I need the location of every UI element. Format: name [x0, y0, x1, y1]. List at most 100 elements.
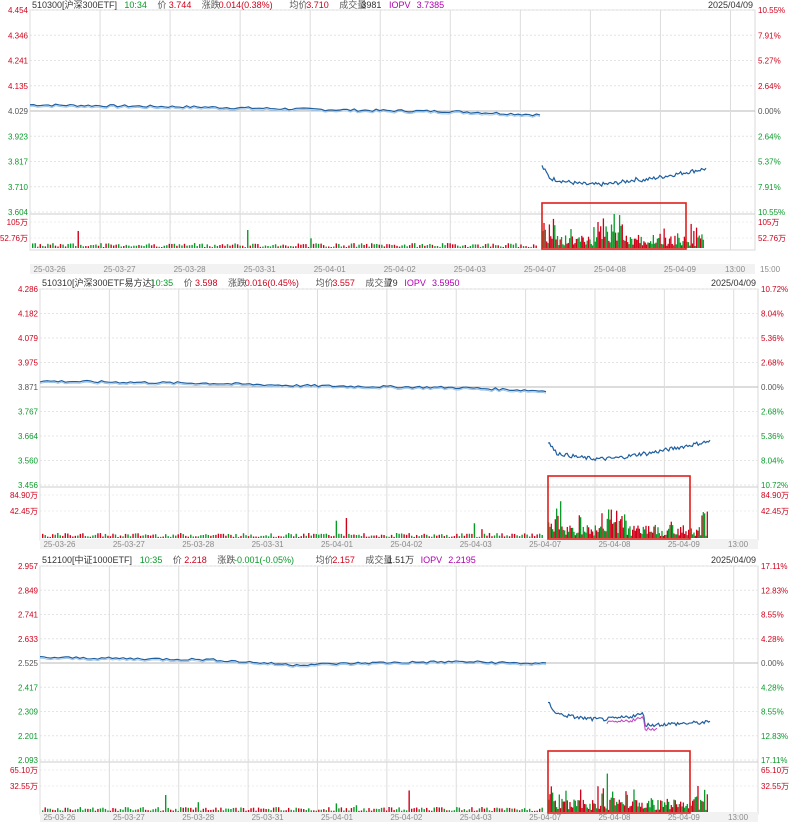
volume-bar	[193, 243, 196, 248]
volume-bar	[348, 245, 350, 248]
volume-bar	[500, 246, 502, 248]
volume-bar	[669, 809, 671, 812]
volume-bar	[532, 244, 535, 248]
header-time: 10:35	[140, 555, 163, 565]
volume-bar	[313, 810, 315, 812]
volume-bar	[107, 535, 109, 538]
volume-bar	[104, 533, 107, 538]
volume-bar	[558, 794, 560, 812]
volume-bar	[568, 531, 570, 538]
volume-bar	[695, 227, 698, 248]
volume-bar	[652, 532, 654, 538]
header-price-label: 价	[157, 0, 166, 10]
volume-bar	[158, 246, 160, 248]
volume-bar	[67, 533, 69, 538]
volume-bar	[235, 807, 237, 812]
chart-header: 512100[中证1000ETF] 10:35 价 2.218 涨跌-0.001(-0.…	[42, 554, 756, 565]
volume-bar	[140, 245, 143, 248]
volume-bar	[144, 809, 147, 812]
volume-bar	[242, 533, 245, 538]
volume-bar	[257, 244, 259, 248]
volume-bar	[654, 809, 656, 812]
volume-bar	[426, 245, 429, 248]
volume-bar	[687, 242, 690, 248]
price-tick-label: 3.871	[18, 383, 39, 392]
header-iopv-label: IOPV	[421, 555, 443, 565]
volume-bar	[463, 809, 466, 812]
volume-bar	[610, 797, 612, 812]
volume-bar	[322, 245, 325, 248]
pct-tick-label: 8.04%	[761, 310, 784, 319]
volume-bar	[555, 239, 557, 248]
volume-bar	[237, 536, 240, 538]
volume-bar	[431, 244, 434, 248]
volume-bar	[410, 535, 413, 538]
volume-bar	[200, 810, 202, 812]
header-iopv: 3.5950	[432, 278, 460, 288]
volume-bar	[697, 530, 699, 538]
volume-bar	[191, 244, 193, 248]
volume-bar	[660, 243, 663, 248]
volume-bar	[674, 534, 676, 538]
price-line-pre	[29, 103, 541, 117]
date-label: 25-03-31	[244, 265, 277, 274]
volume-bar	[585, 244, 587, 248]
volume-bar	[668, 801, 670, 812]
volume-bar	[182, 534, 184, 538]
volume-bar	[590, 243, 592, 248]
volume-bar	[197, 536, 200, 538]
volume-bar	[575, 238, 578, 248]
volume-bar	[478, 808, 481, 812]
volume-bar	[677, 807, 679, 812]
volume-bar	[247, 536, 250, 538]
volume-bar	[554, 800, 556, 812]
date-label: 25-04-02	[390, 813, 423, 822]
volume-bar	[436, 535, 438, 538]
volume-bar	[638, 528, 640, 538]
volume-bar	[451, 244, 454, 248]
volume-bar	[561, 798, 563, 812]
volume-bar	[513, 533, 516, 538]
volume-bar	[610, 509, 612, 538]
volume-bar	[631, 238, 633, 248]
volume-bar	[190, 534, 192, 538]
volume-bar	[212, 535, 215, 538]
volume-bar	[413, 536, 415, 538]
volume-bar	[531, 810, 533, 812]
volume-bar	[608, 809, 610, 812]
volume-bar	[516, 535, 518, 538]
volume-bar	[192, 809, 194, 812]
volume-bar	[280, 536, 282, 538]
volume-bar	[681, 806, 683, 812]
volume-bar	[355, 805, 358, 812]
volume-bar	[696, 796, 698, 812]
volume-bar	[580, 789, 582, 812]
volume-bar	[556, 807, 558, 812]
pct-tick-label: 8.55%	[761, 708, 784, 717]
volume-bar	[566, 526, 568, 538]
volume-bar	[543, 222, 545, 248]
volume-bar	[467, 246, 469, 248]
volume-bar	[231, 244, 234, 248]
volume-bar	[648, 800, 650, 812]
volume-bar	[250, 808, 252, 812]
date-label: 25-04-09	[668, 540, 701, 549]
volume-bar	[682, 241, 684, 248]
date-axis-band	[40, 539, 758, 549]
volume-bar	[122, 809, 124, 812]
volume-bar	[503, 536, 506, 538]
volume-bar	[668, 238, 671, 248]
volume-bar	[109, 810, 112, 812]
header-price-label: 价	[184, 278, 193, 288]
volume-bar	[574, 800, 576, 812]
volume-bar	[262, 246, 264, 248]
volume-bar	[677, 233, 679, 248]
volume-bar	[252, 807, 255, 812]
date-label: 25-04-09	[664, 265, 697, 274]
volume-bar	[573, 799, 575, 812]
volume-bar	[64, 807, 66, 812]
volume-bar	[408, 245, 411, 248]
volume-bar	[353, 534, 355, 538]
volume-bar	[157, 536, 159, 538]
